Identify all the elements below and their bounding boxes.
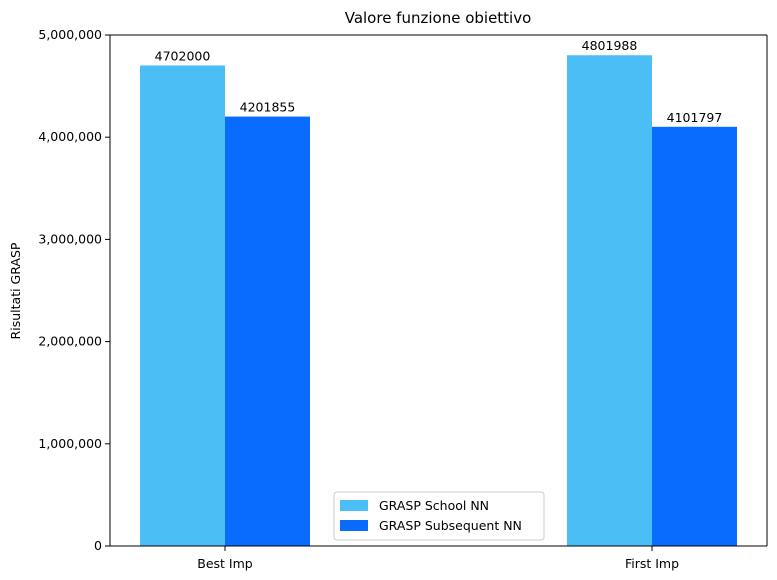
- y-tick-label: 0: [94, 538, 102, 553]
- legend-swatch-school-nn: [340, 500, 368, 511]
- legend-label-school-nn: GRASP School NN: [379, 498, 489, 513]
- data-label: 4201855: [240, 100, 296, 115]
- legend-label-subsequent-nn: GRASP Subsequent NN: [379, 518, 522, 533]
- y-tick-label: 2,000,000: [38, 334, 102, 349]
- chart-title: Valore funzione obiettivo: [345, 9, 532, 27]
- bar-school-nn-first-imp: [567, 55, 652, 547]
- bar-subsequent-nn-best-imp: [225, 116, 310, 546]
- y-tick-label: 1,000,000: [38, 436, 102, 451]
- y-tick-label: 3,000,000: [38, 231, 102, 246]
- legend: GRASP School NN GRASP Subsequent NN: [333, 491, 545, 541]
- legend-box: [333, 491, 545, 541]
- data-label: 4702000: [155, 48, 211, 63]
- data-label: 4101797: [667, 110, 723, 125]
- y-axis-label: Risultati GRASP: [8, 242, 23, 339]
- data-label: 4801988: [582, 38, 638, 53]
- y-tick-label: 5,000,000: [38, 27, 102, 42]
- x-tick-label: First Imp: [625, 556, 679, 571]
- y-tick-label: 4,000,000: [38, 129, 102, 144]
- bar-school-nn-best-imp: [140, 65, 225, 546]
- plot-area: 4702000 4801988 4201855 4101797 0 1,000,000 2,…: [38, 27, 768, 571]
- x-tick-label: Best Imp: [197, 556, 253, 571]
- legend-swatch-subsequent-nn: [340, 520, 368, 531]
- bar-subsequent-nn-first-imp: [652, 126, 737, 546]
